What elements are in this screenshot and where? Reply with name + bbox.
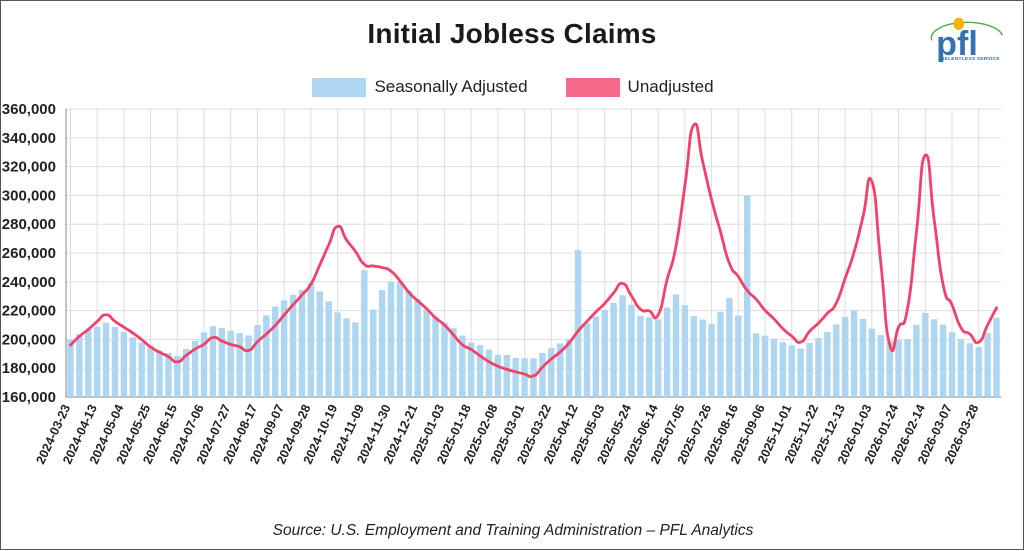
svg-text:300,000: 300,000 xyxy=(2,187,56,204)
svg-text:360,000: 360,000 xyxy=(2,101,56,118)
svg-text:240,000: 240,000 xyxy=(2,274,56,291)
svg-text:340,000: 340,000 xyxy=(2,130,56,147)
svg-text:220,000: 220,000 xyxy=(2,303,56,320)
svg-text:180,000: 180,000 xyxy=(2,360,56,377)
svg-text:160,000: 160,000 xyxy=(2,389,56,406)
svg-text:260,000: 260,000 xyxy=(2,245,56,262)
svg-text:320,000: 320,000 xyxy=(2,159,56,176)
svg-text:200,000: 200,000 xyxy=(2,331,56,348)
svg-text:280,000: 280,000 xyxy=(2,216,56,233)
